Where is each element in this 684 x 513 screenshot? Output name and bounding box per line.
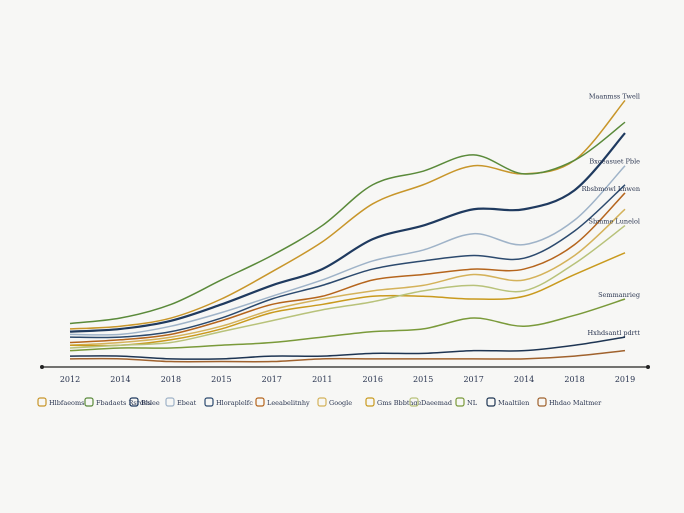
series-line — [69, 224, 626, 349]
legend-label: Hloraplelfc — [216, 399, 253, 407]
series-line — [69, 121, 626, 325]
legend-label: NL — [467, 399, 478, 407]
series-line — [69, 349, 626, 363]
legend-icon — [37, 397, 47, 407]
legend-icon — [317, 397, 327, 407]
end-label: Bxoeasuet Pble — [589, 158, 640, 166]
x-tick-label: 2015 — [413, 375, 433, 384]
x-tick-label: 2017 — [262, 375, 282, 384]
legend-label: Bhlee — [141, 399, 160, 407]
x-tick-label: 2012 — [60, 375, 80, 384]
end-label: Maanmss Twell — [589, 92, 640, 100]
series-line — [69, 298, 626, 352]
end-label: Semmanrieg — [598, 291, 640, 299]
end-label: Hxhdsantl pdrtt — [588, 329, 641, 337]
series-line — [69, 132, 626, 333]
axis-end — [40, 365, 44, 369]
legend-label: Leeabelitnhy — [267, 399, 310, 407]
legend-icon — [455, 397, 465, 407]
end-label: Sbmme Lunelol — [589, 218, 640, 226]
legend-icon — [365, 397, 375, 407]
legend-icon — [129, 397, 139, 407]
x-tick-label: 2016 — [363, 375, 383, 384]
x-tick-label: 2018 — [161, 375, 181, 384]
series-line — [69, 165, 626, 336]
legend-icon — [255, 397, 265, 407]
x-tick-label: 2019 — [615, 375, 635, 384]
legend-label: Ebeat — [177, 399, 197, 407]
legend-icon — [409, 397, 419, 407]
legend-icon — [486, 397, 496, 407]
legend-label: Google — [329, 399, 352, 407]
end-label: Rbsbmowl Lnwen — [582, 185, 640, 193]
legend-label: Fbadaets Rsrdes — [96, 399, 151, 407]
series-line — [69, 184, 626, 339]
x-tick-label: 2011 — [312, 375, 332, 384]
x-tick-label: 2014 — [110, 375, 130, 384]
x-tick-label: 2018 — [564, 375, 584, 384]
series-line — [69, 252, 626, 347]
series-line — [69, 208, 626, 346]
legend-label: Hhdao Maltmer — [549, 399, 602, 407]
legend-icon — [537, 397, 547, 407]
legend-label: Maaltilen — [498, 399, 529, 407]
legend-label: Gms Bbbtage — [377, 399, 422, 407]
x-tick-label: 2015 — [211, 375, 231, 384]
legend-icon — [204, 397, 214, 407]
x-tick-label: 2014 — [514, 375, 534, 384]
legend-icon — [84, 397, 94, 407]
series-line — [69, 192, 626, 344]
legend-label: Daeemad — [421, 399, 452, 407]
x-tick-label: 2017 — [463, 375, 483, 384]
legend-icon — [165, 397, 175, 407]
series-line — [69, 336, 626, 360]
legend-label: Hlbfaeoms — [49, 399, 84, 407]
axis-end — [646, 365, 650, 369]
